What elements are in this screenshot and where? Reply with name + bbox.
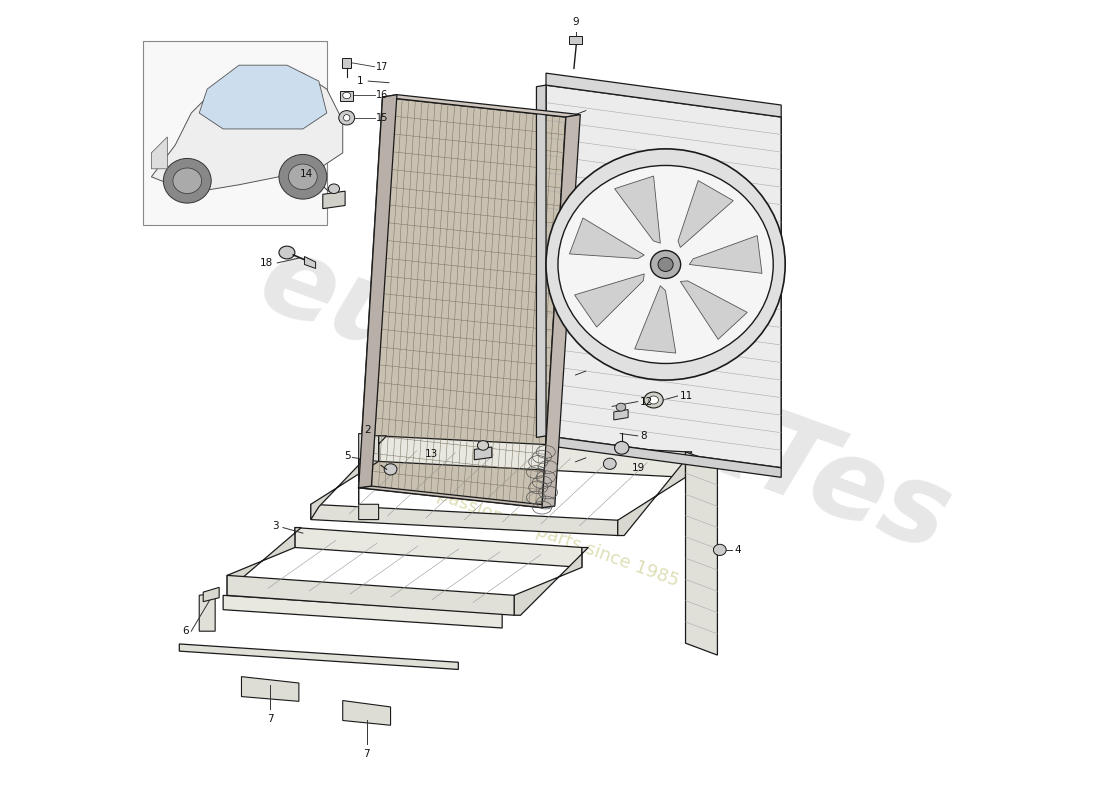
Ellipse shape [384,464,397,475]
Text: 5: 5 [344,451,351,461]
Polygon shape [152,73,343,193]
Polygon shape [305,257,316,269]
Text: 6: 6 [183,626,189,636]
Polygon shape [378,436,685,478]
Polygon shape [322,191,345,209]
Ellipse shape [616,403,626,411]
Polygon shape [311,504,618,535]
Polygon shape [359,434,378,519]
Polygon shape [570,218,645,258]
Polygon shape [618,452,692,535]
Polygon shape [685,452,717,655]
Polygon shape [615,176,660,243]
Ellipse shape [343,114,350,121]
Polygon shape [343,701,390,726]
Polygon shape [542,114,581,508]
Polygon shape [152,137,167,169]
Ellipse shape [339,110,354,125]
Ellipse shape [279,246,295,259]
Polygon shape [635,286,675,353]
Text: 9: 9 [572,17,579,27]
Ellipse shape [615,442,629,454]
Polygon shape [143,42,327,225]
Text: a passion for parts since 1985: a passion for parts since 1985 [419,481,681,590]
Text: 3: 3 [273,521,279,531]
Text: 18: 18 [260,258,274,268]
Ellipse shape [645,392,663,408]
Ellipse shape [163,158,211,203]
Polygon shape [242,677,299,702]
Polygon shape [678,181,734,247]
Polygon shape [574,274,645,327]
Polygon shape [359,97,565,508]
Text: 15: 15 [376,113,388,122]
Polygon shape [681,281,747,339]
Polygon shape [569,37,582,45]
Polygon shape [359,94,397,488]
Polygon shape [223,595,503,628]
Polygon shape [311,436,386,519]
Ellipse shape [288,164,317,190]
Polygon shape [179,644,459,670]
Polygon shape [546,85,781,468]
Ellipse shape [279,154,327,199]
Text: 7: 7 [267,714,274,724]
Polygon shape [227,527,301,595]
Ellipse shape [604,458,616,470]
Text: 8: 8 [640,431,647,441]
Text: 13: 13 [425,450,439,459]
Polygon shape [204,587,219,602]
Polygon shape [295,527,582,567]
Text: 2: 2 [364,426,371,435]
Polygon shape [340,90,353,101]
Polygon shape [474,447,492,460]
Polygon shape [199,65,327,129]
Ellipse shape [173,168,201,194]
Polygon shape [690,235,762,274]
Text: 16: 16 [376,90,388,101]
Text: 12: 12 [640,397,653,406]
Ellipse shape [649,396,659,404]
Text: 19: 19 [632,462,646,473]
Polygon shape [546,436,781,478]
Ellipse shape [658,258,673,271]
Text: 14: 14 [300,169,313,179]
Text: 11: 11 [680,391,693,401]
Text: 17: 17 [376,62,388,72]
Polygon shape [359,486,554,508]
Text: 4: 4 [734,545,740,555]
Text: 1: 1 [356,76,363,86]
Ellipse shape [546,149,785,380]
Ellipse shape [343,92,351,98]
Polygon shape [537,85,546,438]
Polygon shape [514,547,588,615]
Polygon shape [342,58,352,67]
Polygon shape [383,94,581,117]
Polygon shape [227,575,514,615]
Polygon shape [546,73,781,117]
Ellipse shape [477,441,488,450]
Ellipse shape [650,250,681,278]
Polygon shape [199,593,216,631]
Ellipse shape [329,184,340,194]
Polygon shape [614,410,628,420]
Ellipse shape [714,544,726,555]
Ellipse shape [558,166,773,363]
Text: 7: 7 [363,749,370,759]
Text: euroPARTes: euroPARTes [246,226,966,574]
